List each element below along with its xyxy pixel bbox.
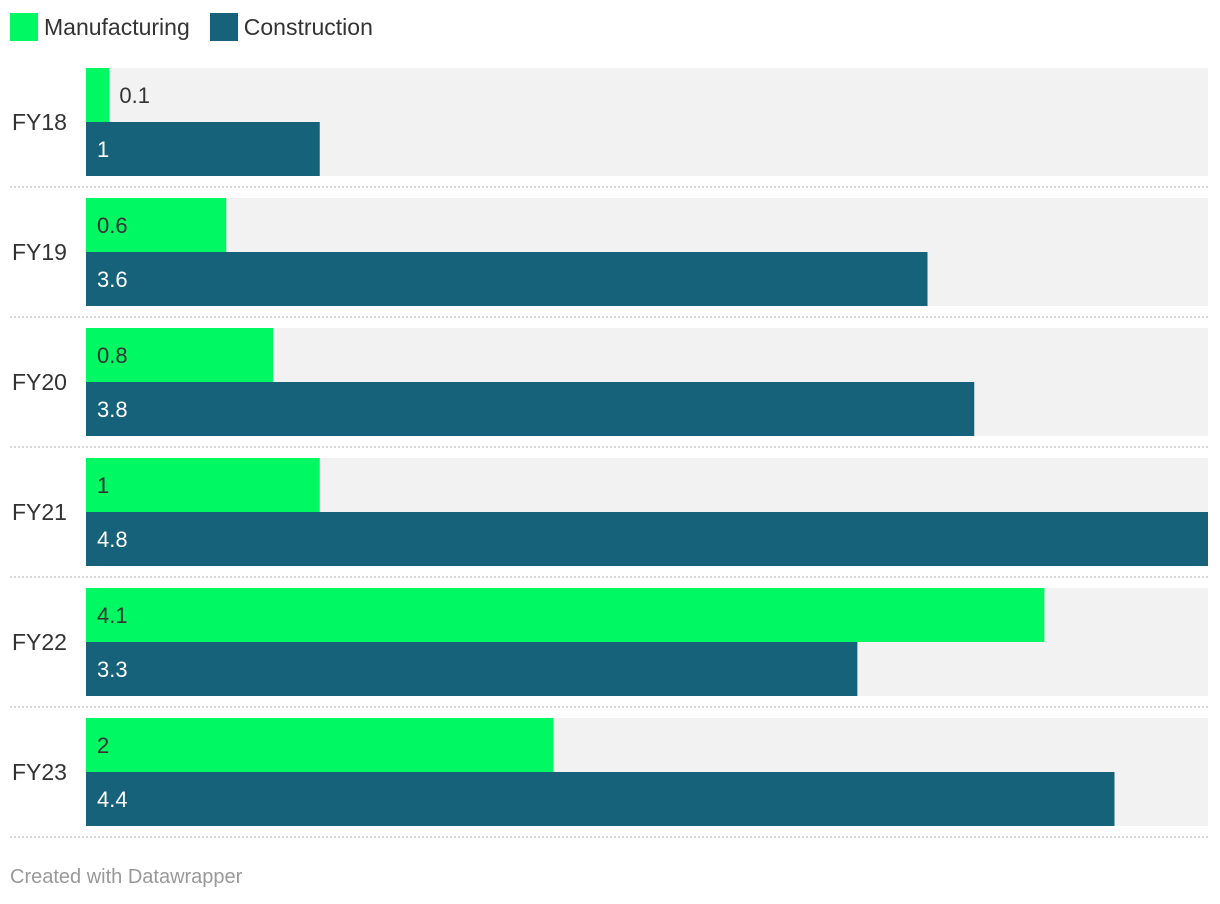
data-label-manufacturing-fy18: 0.1 <box>119 83 150 108</box>
legend: Manufacturing Construction <box>10 12 373 42</box>
legend-item-construction: Construction <box>209 13 373 41</box>
bar-construction-fy23 <box>86 772 1115 826</box>
legend-swatch-manufacturing <box>10 13 38 41</box>
footer-credit: Created with Datawrapper <box>10 866 243 888</box>
data-label-construction-fy22: 3.3 <box>97 657 128 682</box>
bar-construction-fy21 <box>86 512 1208 566</box>
data-label-manufacturing-fy23: 2 <box>97 733 109 758</box>
legend-label-manufacturing: Manufacturing <box>44 13 190 40</box>
bar-construction-fy19 <box>86 252 928 306</box>
data-label-construction-fy21: 4.8 <box>97 527 128 552</box>
bar-manufacturing-fy22 <box>86 588 1045 642</box>
bar-construction-fy20 <box>86 382 975 436</box>
category-label-fy18: FY18 <box>12 109 67 135</box>
bar-manufacturing-fy19 <box>86 198 227 252</box>
bar-manufacturing-fy18 <box>86 68 110 122</box>
data-label-manufacturing-fy20: 0.8 <box>97 343 128 368</box>
bar-construction-fy18 <box>86 122 320 176</box>
category-label-fy20: FY20 <box>12 369 67 395</box>
data-label-manufacturing-fy22: 4.1 <box>97 603 128 628</box>
data-label-construction-fy19: 3.6 <box>97 267 128 292</box>
category-label-fy23: FY23 <box>12 759 67 785</box>
bar-manufacturing-fy23 <box>86 718 554 772</box>
data-label-construction-fy20: 3.8 <box>97 397 128 422</box>
data-label-construction-fy18: 1 <box>97 137 109 162</box>
bar-manufacturing-fy21 <box>86 458 320 512</box>
data-label-manufacturing-fy21: 1 <box>97 473 109 498</box>
bar-construction-fy22 <box>86 642 858 696</box>
legend-item-manufacturing: Manufacturing <box>10 13 190 41</box>
category-label-fy21: FY21 <box>12 499 67 525</box>
data-label-construction-fy23: 4.4 <box>97 787 128 812</box>
bar-manufacturing-fy20 <box>86 328 273 382</box>
bar-chart: FY18 0.1 1 FY19 0.6 3.6 FY20 0.8 3.8 FY21 1 4.8 FY22… <box>10 68 1208 838</box>
category-label-fy19: FY19 <box>12 239 67 265</box>
legend-swatch-construction <box>209 13 238 41</box>
legend-label-construction: Construction <box>243 13 373 40</box>
category-label-fy22: FY22 <box>12 629 67 655</box>
data-label-manufacturing-fy19: 0.6 <box>97 213 128 238</box>
